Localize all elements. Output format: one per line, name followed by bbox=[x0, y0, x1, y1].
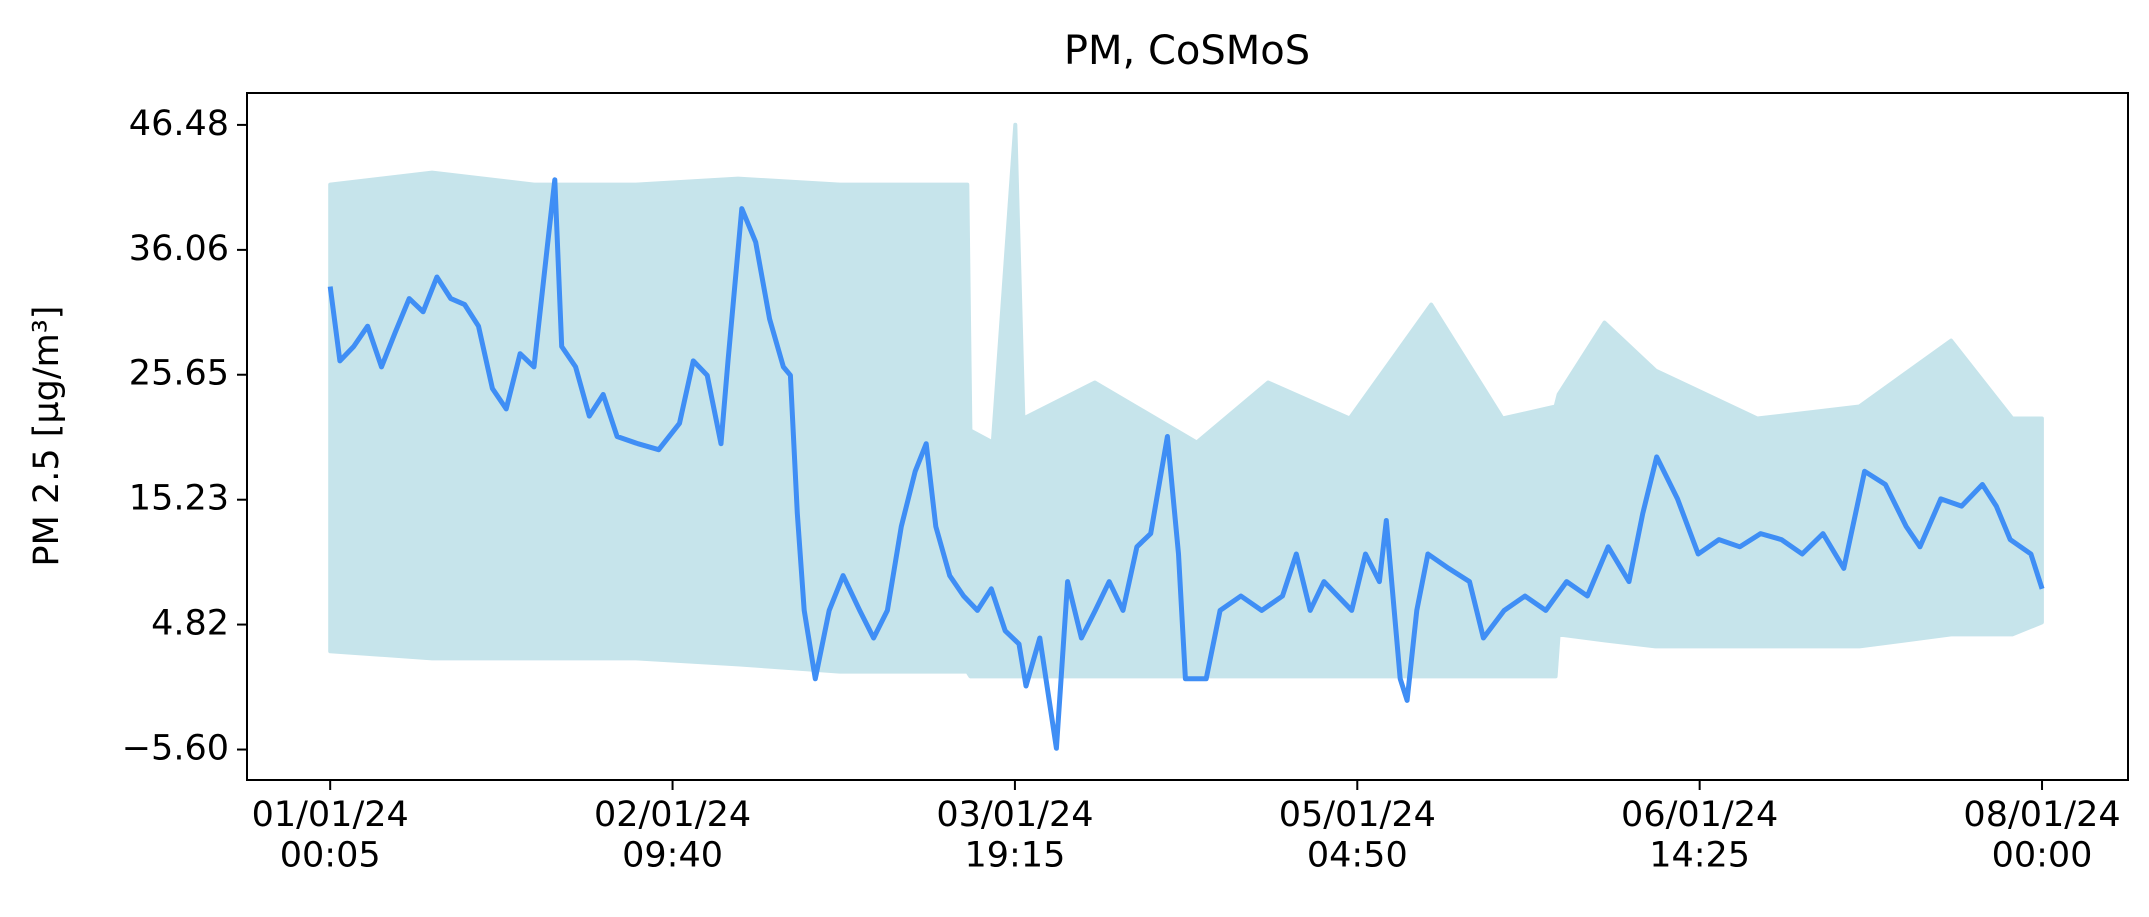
y-axis-label: PM 2.5 [µg/m³] bbox=[27, 306, 67, 567]
x-tick-label-line: 01/01/24 bbox=[252, 795, 409, 835]
x-tick-label-line: 02/01/24 bbox=[594, 795, 751, 835]
x-tick-label: 03/01/24 19:15 bbox=[936, 795, 1093, 875]
x-tick-label-line: 05/01/24 bbox=[1279, 795, 1436, 835]
y-tick-label: 36.06 bbox=[129, 229, 229, 269]
x-tick-label-line: 09:40 bbox=[622, 835, 723, 875]
x-tick-label-line: 14:25 bbox=[1649, 835, 1750, 875]
x-tick-label-line: 19:15 bbox=[964, 835, 1065, 875]
x-tick-label: 06/01/24 14:25 bbox=[1621, 795, 1778, 875]
x-tick-label-line: 04:50 bbox=[1307, 835, 1408, 875]
y-tick-label: −5.60 bbox=[122, 729, 229, 769]
series-line bbox=[327, 177, 2045, 751]
x-tick-label-line: 00:05 bbox=[280, 835, 381, 875]
x-tick-label: 08/01/24 00:00 bbox=[1963, 795, 2120, 875]
y-tick-label: 25.65 bbox=[129, 354, 229, 394]
x-tick-label: 05/01/24 04:50 bbox=[1279, 795, 1436, 875]
chart-title: PM, CoSMoS bbox=[1064, 28, 1310, 74]
x-tick-label: 01/01/24 00:05 bbox=[252, 795, 409, 875]
y-tick-label: 46.48 bbox=[129, 104, 229, 144]
y-tick-label: 4.82 bbox=[151, 604, 229, 644]
x-tick-label: 02/01/24 09:40 bbox=[594, 795, 751, 875]
y-tick-label: 15.23 bbox=[129, 479, 229, 519]
x-tick-label-line: 08/01/24 bbox=[1963, 795, 2120, 835]
x-tick-label-line: 03/01/24 bbox=[936, 795, 1093, 835]
x-tick-label-line: 00:00 bbox=[1992, 835, 2093, 875]
x-tick-label-line: 06/01/24 bbox=[1621, 795, 1778, 835]
plot-frame bbox=[246, 92, 2129, 781]
